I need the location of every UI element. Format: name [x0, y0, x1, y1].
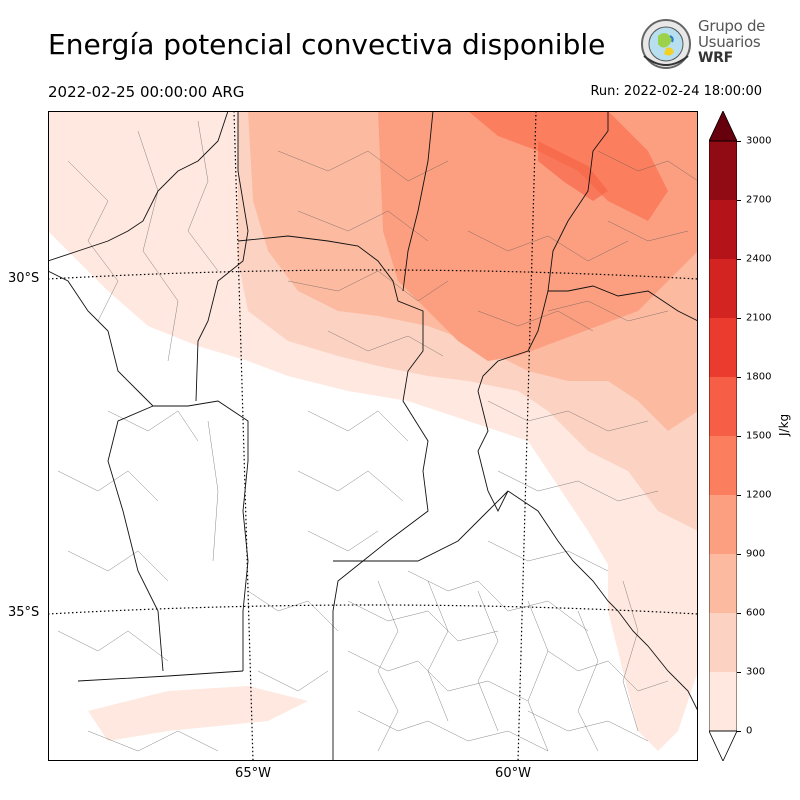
colorbar-tick-mark — [737, 554, 741, 555]
colorbar-tick-mark — [737, 672, 741, 673]
colorbar-tick-label: 1200 — [746, 489, 772, 501]
lat-label-35s: 35°S — [8, 605, 40, 620]
wrf-logo: Grupo de Usuarios WRF — [636, 16, 766, 74]
lon-label-60w: 60°W — [495, 766, 531, 781]
colorbar-tick-mark — [737, 318, 741, 319]
colorbar-tick-mark — [737, 141, 741, 142]
lat-label-30s: 30°S — [8, 271, 40, 286]
province-boundaries — [48, 111, 698, 761]
colorbar-tick-mark — [737, 259, 741, 260]
colorbar-tick-mark — [737, 495, 741, 496]
colorbar-tick-mark — [737, 436, 741, 437]
globe-logo-icon — [641, 19, 691, 69]
colorbar-tick-label: 1800 — [746, 371, 772, 383]
cape-map — [48, 111, 698, 761]
colorbar-segment — [709, 554, 737, 613]
colorbar-segment — [709, 259, 737, 318]
colorbar-segment — [709, 436, 737, 495]
colorbar-tick-label: 1500 — [746, 430, 772, 442]
valid-time: 2022-02-25 00:00:00 ARG — [48, 83, 245, 101]
colorbar-tick-mark — [737, 613, 741, 614]
colorbar-tick-label: 0 — [746, 725, 753, 737]
colorbar-tick-mark — [737, 377, 741, 378]
colorbar-tick-mark — [737, 731, 741, 732]
colorbar-segment — [709, 613, 737, 672]
colorbar-tick-label: 2100 — [746, 312, 772, 324]
colorbar-segment — [709, 200, 737, 259]
colorbar-tick-label: 2700 — [746, 194, 772, 206]
colorbar-tick-label: 300 — [746, 666, 766, 678]
colorbar-tick-label: 900 — [746, 548, 766, 560]
department-boundaries — [57, 120, 698, 752]
run-time: Run: 2022-02-24 18:00:00 — [590, 84, 762, 99]
colorbar-segment — [709, 318, 737, 377]
logo-text: Grupo de Usuarios WRF — [698, 17, 766, 66]
colorbar — [709, 111, 737, 761]
graticule — [48, 111, 698, 761]
colorbar-segment — [709, 672, 737, 731]
colorbar-segment — [709, 377, 737, 436]
colorbar-tick-label: 2400 — [746, 253, 772, 265]
lon-label-65w: 65°W — [235, 766, 271, 781]
colorbar-tick-mark — [737, 200, 741, 201]
colorbar-unit: J/kg — [777, 413, 791, 436]
colorbar-segment — [709, 495, 737, 554]
map-title: Energía potencial convectiva disponible — [48, 28, 606, 61]
colorbar-tick-label: 600 — [746, 607, 766, 619]
colorbar-segment — [709, 141, 737, 200]
colorbar-tick-label: 3000 — [746, 135, 772, 147]
